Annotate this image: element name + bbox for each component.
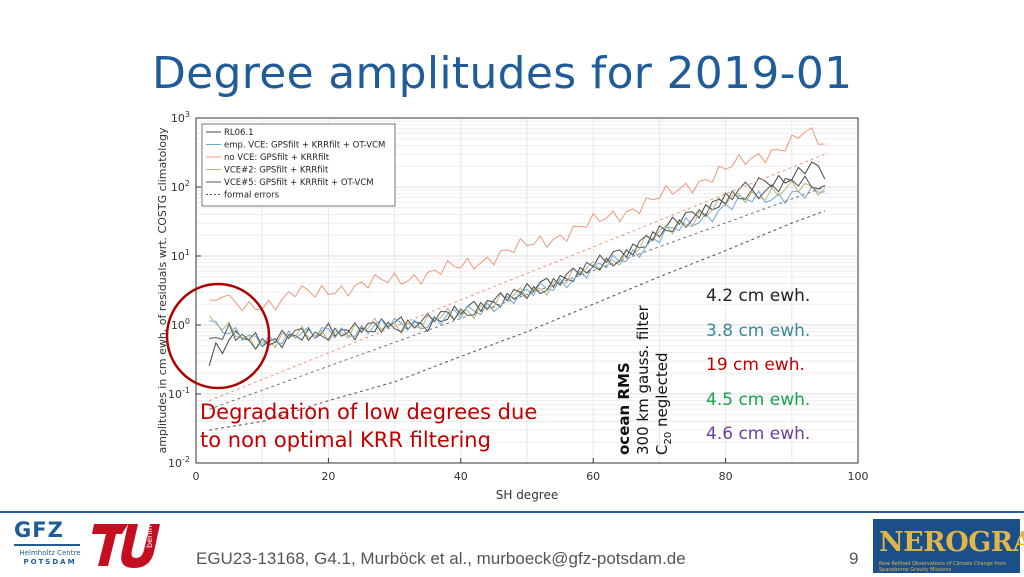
legend-label: emp. VCE: GPSfilt + KRRfilt + OT-VCM (224, 141, 385, 151)
rms-heading: ocean RMS (615, 362, 633, 455)
y-tick-label: 10-2 (168, 455, 190, 470)
degradation-annotation: Degradation of low degrees due to non op… (200, 400, 538, 452)
rms-c20-text: C20 neglected (653, 352, 674, 455)
tu-berlin-logo: berlin (90, 518, 162, 573)
y-tick-label: 103 (171, 110, 190, 125)
series-dashed-middle (209, 186, 826, 410)
y-axis-label: amplitudes in cm ewh. of residuals wrt. … (156, 127, 169, 454)
series-line-5 (209, 175, 826, 350)
legend-box (201, 123, 396, 207)
legend-label: no VCE: GPSfilt + KRRfilt (224, 153, 330, 163)
series-line-2 (209, 185, 825, 348)
x-tick-label: 100 (848, 470, 869, 483)
rms-value-5: 4.6 cm ewh. (706, 424, 811, 444)
gfz-logo: GFZ Helmholtz Centre POTSDAM (14, 518, 81, 566)
svg-text:berlin: berlin (145, 525, 154, 548)
footer-citation: EGU23-13168, G4.1, Murböck et al., murbo… (196, 549, 686, 568)
low-degree-highlight-circle (165, 282, 271, 390)
nerograv-logo: NEROGRAV New Refined Observations of Cli… (873, 519, 1024, 573)
legend-label: formal errors (224, 191, 280, 201)
y-tick-label: 100 (171, 317, 190, 332)
plot-frame (195, 117, 859, 464)
x-tick-label: 60 (586, 470, 600, 483)
y-tick-label: 102 (171, 179, 190, 194)
y-tick-label: 10-1 (168, 386, 190, 401)
rms-value-2: 3.8 cm ewh. (706, 321, 811, 341)
y-tick-label: 101 (171, 248, 190, 263)
rms-filter-text: 300 km gauss. filter (634, 305, 652, 455)
x-tick-label: 0 (193, 470, 200, 483)
rms-description: ocean RMS 300 km gauss. filter C20 negle… (615, 265, 678, 455)
rms-value-1: 4.2 cm ewh. (706, 286, 811, 306)
x-tick-label: 40 (454, 470, 468, 483)
degree-amplitude-chart: 0 20 40 60 80 100 10-2 10-1 100 101 102 103 SH degre… (156, 110, 869, 502)
page-number: 9 (849, 549, 859, 568)
legend-label: RL06.1 (224, 128, 254, 138)
x-tick-label: 20 (321, 470, 335, 483)
legend-label: VCE#2: GPSfilt + KRRfilt (224, 166, 329, 176)
series-dashed-upper (209, 153, 826, 402)
rms-value-3: 19 cm ewh. (706, 355, 805, 375)
page-title: Degree amplitudes for 2019-01 (152, 48, 853, 99)
legend-label: VCE#5: GPSfilt + KRRfilt + OT-VCM (224, 178, 374, 188)
series-line-3 (209, 127, 825, 312)
x-axis-label: SH degree (496, 488, 559, 502)
x-tick-label: 80 (719, 470, 733, 483)
footer-divider (0, 511, 1024, 513)
rms-value-4: 4.5 cm ewh. (706, 390, 811, 410)
